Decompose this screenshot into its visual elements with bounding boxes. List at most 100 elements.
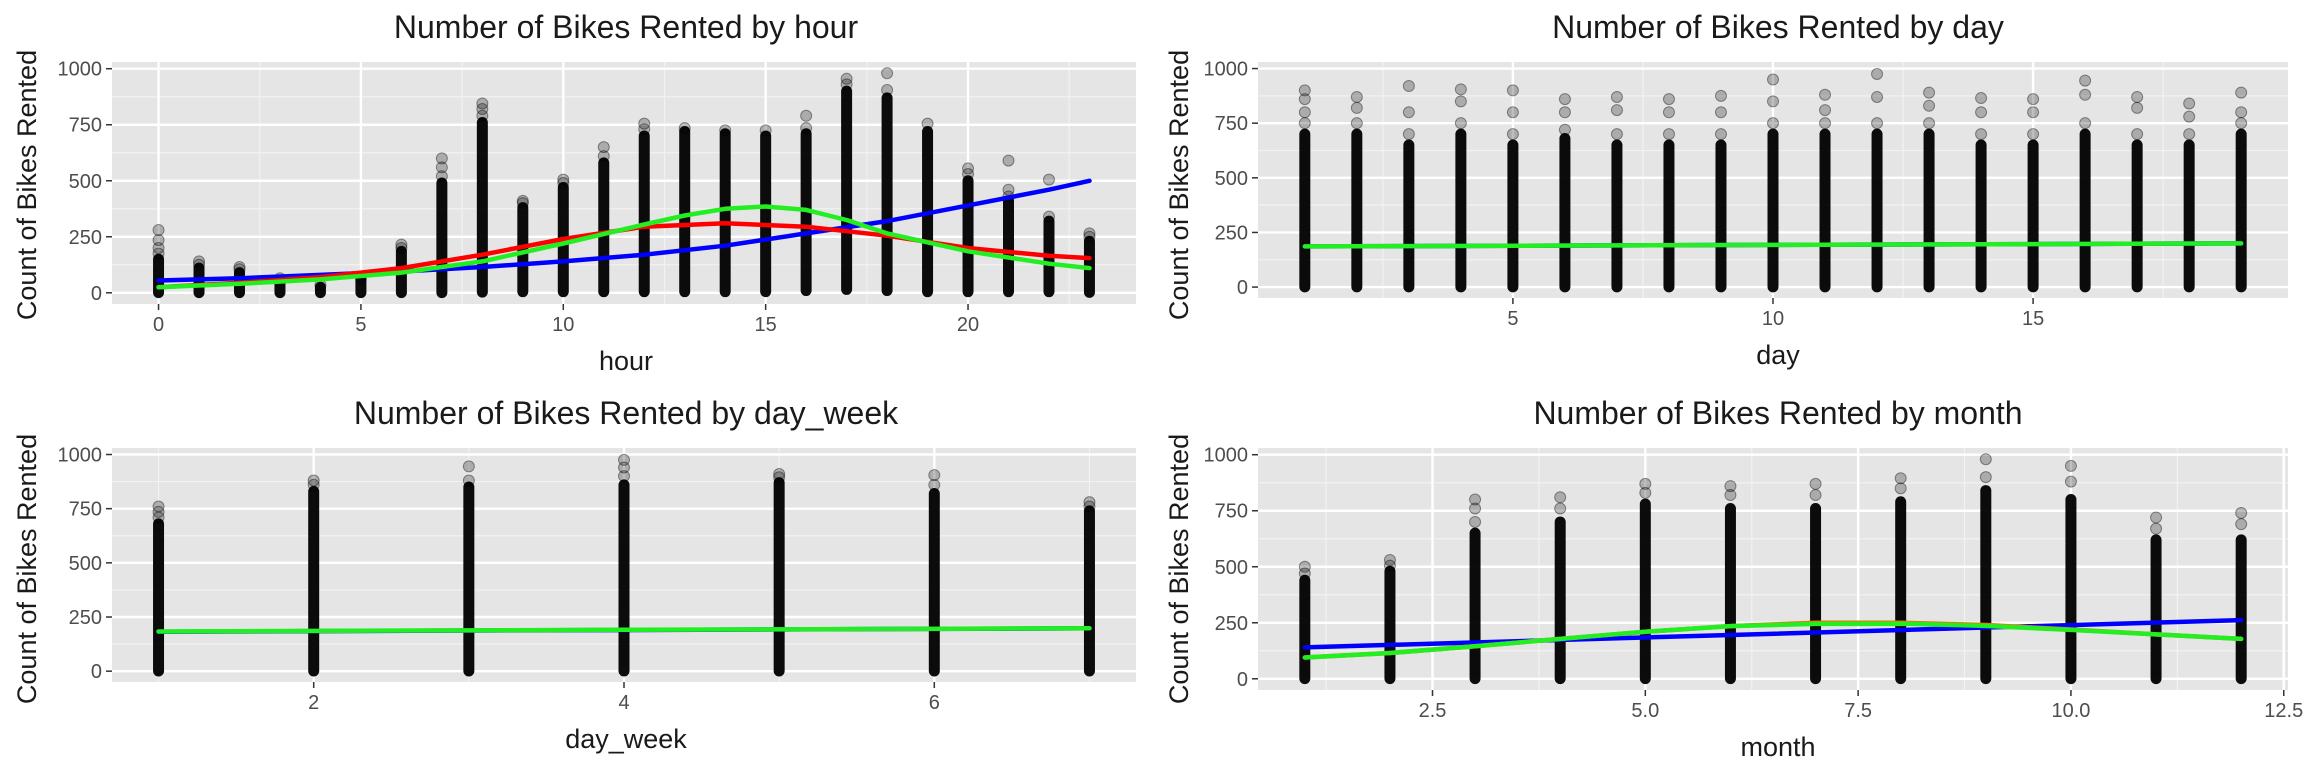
smooth-line [1302, 617, 2244, 650]
data-point [2027, 93, 2040, 106]
plot-background [1258, 448, 2288, 690]
data-point [1558, 93, 1571, 106]
data-point [1714, 89, 1727, 102]
data-point [881, 84, 894, 97]
data-point [2183, 97, 2196, 110]
data-point [307, 478, 320, 491]
data-point [152, 241, 165, 254]
data-point [800, 109, 813, 122]
data-point [2235, 106, 2248, 119]
data-point [2235, 518, 2248, 531]
data-point [928, 469, 941, 482]
y-tick-label: 0 [1237, 669, 1248, 691]
data-point [1350, 117, 1363, 130]
panel-hour: Number of Bikes Rented by hour Count of … [0, 0, 1152, 389]
y-tick-label: 0 [91, 283, 102, 305]
data-point [1819, 104, 1832, 117]
data-point [1809, 477, 1822, 490]
data-point [1350, 101, 1363, 114]
data-point [1506, 84, 1519, 97]
data-point [678, 122, 691, 135]
data-point [1298, 84, 1311, 97]
data-point [1610, 128, 1623, 141]
data-point [1979, 471, 1992, 484]
data-point [476, 97, 489, 110]
data-point [516, 197, 529, 210]
y-tick-label: 750 [69, 115, 102, 137]
y-tick-label: 500 [1215, 557, 1248, 579]
data-point [638, 117, 651, 130]
data-point [1871, 68, 1884, 81]
panel-day: Number of Bikes Rented by day Count of B… [1152, 0, 2304, 389]
y-tick-label: 750 [1215, 113, 1248, 135]
data-point [1714, 106, 1727, 119]
data-point [1383, 559, 1396, 572]
data-point [1923, 86, 1936, 99]
data-point [1454, 117, 1467, 130]
data-point [1554, 502, 1567, 515]
data-point [1454, 95, 1467, 108]
data-point [2027, 106, 2040, 119]
y-tick-label: 500 [1215, 168, 1248, 190]
data-point [1298, 567, 1311, 580]
data-point [773, 468, 786, 480]
data-point [1469, 493, 1482, 506]
data-point [1350, 90, 1363, 103]
data-point [618, 470, 630, 483]
panel-day-week: Number of Bikes Rented by day_week Count… [0, 384, 1152, 773]
data-point [1923, 99, 1936, 112]
data-point [152, 505, 165, 518]
data-point [1610, 104, 1623, 117]
data-point [1402, 128, 1415, 141]
data-point [1506, 128, 1519, 141]
data-point [1402, 80, 1415, 93]
data-point [638, 123, 651, 136]
data-point [1894, 482, 1907, 495]
data-point [476, 109, 489, 122]
x-axis-label: day [1756, 340, 1800, 370]
data-point [2150, 522, 2163, 535]
x-tick-label: 5 [1507, 308, 1518, 330]
data-point [2079, 74, 2092, 87]
y-tick-label: 500 [69, 171, 102, 193]
data-point [2131, 101, 2144, 114]
x-axis-label: hour [599, 346, 653, 376]
data-point [1767, 73, 1779, 86]
data-point [597, 150, 610, 163]
data-point [152, 234, 165, 247]
data-point [2183, 110, 2196, 123]
data-point [2235, 86, 2248, 99]
x-tick-label: 2.5 [1419, 700, 1447, 722]
y-axis-label: Count of Bikes Rented [1164, 434, 1194, 704]
data-point [307, 474, 320, 487]
x-axis-label: month [1740, 732, 1815, 762]
data-point [435, 170, 448, 183]
x-tick-label: 4 [618, 692, 629, 714]
x-tick-label: 10.0 [2051, 700, 2090, 722]
y-tick-label: 750 [1215, 501, 1248, 523]
y-tick-label: 500 [69, 553, 102, 575]
data-point [921, 117, 934, 130]
data-point [435, 152, 448, 165]
x-axis-label: day_week [565, 724, 687, 754]
y-axis-label: Count of Bikes Rented [12, 50, 42, 320]
chart-day-week: Number of Bikes Rented by day_week Count… [12, 395, 1136, 754]
data-point [1975, 128, 1988, 141]
data-point [2064, 459, 2077, 472]
data-point [840, 78, 853, 91]
data-point [1554, 491, 1567, 504]
x-tick-label: 0 [153, 314, 164, 336]
x-tick-label: 5.0 [1631, 700, 1659, 722]
x-tick-label: 6 [929, 692, 940, 714]
data-point [1979, 453, 1992, 466]
data-point [1767, 95, 1779, 108]
data-point [1083, 500, 1096, 513]
data-point [759, 124, 772, 137]
data-point [1662, 106, 1675, 119]
data-point [2235, 117, 2248, 130]
data-point [1298, 117, 1311, 130]
chart-title: Number of Bikes Rented by day [1552, 9, 2004, 45]
data-points [152, 453, 1096, 677]
chart-title: Number of Bikes Rented by hour [394, 9, 859, 45]
data-point [1558, 106, 1571, 119]
